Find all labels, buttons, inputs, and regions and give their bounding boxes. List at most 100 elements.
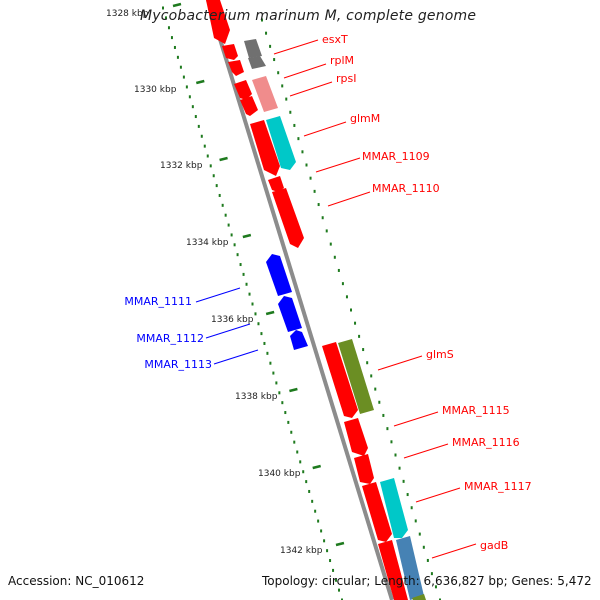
outer-dot bbox=[414, 519, 417, 523]
scale-dot bbox=[248, 292, 251, 296]
topology-text: Topology: circular; Length: 6,636,827 bp… bbox=[262, 574, 592, 588]
scale-dot bbox=[296, 450, 299, 454]
gene-arrow-top bbox=[206, 0, 230, 44]
scale-dot bbox=[242, 272, 245, 276]
scale-dot bbox=[329, 559, 332, 563]
outer-dot bbox=[317, 203, 320, 207]
scale-dot bbox=[317, 519, 320, 523]
gene-feature-gadB-steel bbox=[396, 536, 424, 600]
scale-dot bbox=[224, 213, 227, 217]
outer-dot bbox=[333, 255, 336, 259]
gene-feature-rplM-grey bbox=[248, 56, 266, 69]
gene-feature-rpsI-pink bbox=[252, 76, 278, 112]
tick-label: 1336 kbp bbox=[211, 315, 254, 325]
scale-tick bbox=[265, 310, 275, 316]
gene-arrow-glmS bbox=[322, 342, 358, 418]
scale-tick bbox=[219, 156, 228, 162]
outer-dotted-ring bbox=[261, 18, 441, 600]
scale-dot bbox=[308, 489, 311, 493]
outer-dot bbox=[265, 31, 268, 35]
outer-dot bbox=[398, 466, 401, 470]
scale-dot bbox=[281, 401, 284, 405]
scale-tick bbox=[312, 464, 321, 470]
gene-label-esxT: esxT bbox=[322, 33, 348, 46]
gene-arrow-rpsI-1 bbox=[234, 80, 252, 100]
gene-label-MMAR_1109: MMAR_1109 bbox=[362, 150, 430, 163]
gene-feature-esxT-grey bbox=[244, 39, 262, 58]
gene-arrow-MMAR_1113 bbox=[290, 330, 308, 350]
gene-arrow-MMAR_1110 bbox=[272, 188, 304, 248]
tick-label: 1330 kbp bbox=[134, 85, 177, 95]
scale-dot bbox=[251, 302, 254, 306]
gene-label-MMAR_1113: MMAR_1113 bbox=[144, 358, 212, 371]
scale-dot bbox=[170, 36, 173, 40]
leader-line-MMAR_1115 bbox=[393, 411, 439, 427]
inner-strand-features bbox=[206, 0, 408, 600]
outer-dot bbox=[410, 506, 413, 510]
scale-dot bbox=[272, 371, 275, 375]
leader-line-MMAR_1111 bbox=[195, 287, 241, 303]
scale-tick bbox=[172, 2, 182, 8]
tick-labels: 1328 kbp 1330 kbp 1332 kbp 1334 kbp 1336… bbox=[106, 9, 323, 556]
gene-arrow-MMAR_1116 bbox=[354, 454, 374, 484]
scale-dot bbox=[179, 65, 182, 69]
scale-dot bbox=[287, 420, 290, 424]
outer-dot bbox=[273, 58, 276, 62]
gene-labels: esxT rplM rpsI glmM MMAR_1109 MMAR_1110 … bbox=[124, 33, 532, 559]
outer-dot bbox=[277, 71, 280, 75]
outer-dot bbox=[362, 348, 365, 352]
scale-ticks bbox=[172, 2, 345, 547]
forward-strand-features bbox=[244, 39, 426, 600]
outer-dot bbox=[370, 374, 373, 378]
scale-dot bbox=[335, 578, 338, 582]
scale-dot bbox=[275, 381, 278, 385]
outer-dot bbox=[358, 334, 361, 338]
gene-arrow-gadB bbox=[378, 540, 408, 600]
tick-label: 1342 kbp bbox=[280, 546, 323, 556]
gene-label-MMAR_1111: MMAR_1111 bbox=[124, 295, 192, 308]
outer-dot bbox=[430, 572, 433, 576]
scale-dot bbox=[164, 16, 167, 20]
scale-dot bbox=[191, 105, 194, 109]
gene-feature-glmM-cyan bbox=[266, 116, 296, 170]
outer-dot bbox=[285, 97, 288, 101]
map-title: Mycobacterium marinum M, complete genome bbox=[140, 8, 477, 24]
scale-dot bbox=[239, 263, 242, 267]
tick-label: 1328 kbp bbox=[106, 9, 149, 19]
gene-label-MMAR_1116: MMAR_1116 bbox=[452, 436, 520, 449]
gene-label-MMAR_1112: MMAR_1112 bbox=[136, 332, 204, 345]
tick-label: 1340 kbp bbox=[258, 469, 301, 479]
outer-dot bbox=[325, 229, 328, 233]
scale-dot bbox=[212, 174, 215, 178]
gene-label-MMAR_1115: MMAR_1115 bbox=[442, 404, 510, 417]
scale-dot bbox=[167, 26, 170, 30]
scale-dot bbox=[260, 332, 263, 336]
gene-label-gadB: gadB bbox=[480, 539, 508, 552]
outer-dot bbox=[269, 44, 272, 48]
scale-dot bbox=[266, 351, 269, 355]
outer-dot bbox=[350, 308, 352, 312]
scale-dot bbox=[332, 568, 335, 572]
scale-ring bbox=[162, 6, 343, 600]
outer-dot bbox=[321, 216, 324, 220]
scale-dot bbox=[245, 282, 248, 286]
scale-dot bbox=[284, 411, 287, 415]
outer-dot bbox=[337, 268, 340, 272]
gene-arrow-rpsI-2 bbox=[240, 96, 258, 116]
outer-dot bbox=[341, 282, 344, 286]
outer-dot bbox=[406, 493, 409, 497]
leader-line-glmS bbox=[377, 355, 423, 371]
leader-line-gadB bbox=[431, 543, 477, 559]
scale-dot bbox=[263, 341, 266, 345]
gene-label-glmM: glmM bbox=[350, 112, 380, 125]
scale-dot bbox=[230, 233, 233, 237]
leader-line-MMAR_1116 bbox=[403, 443, 449, 459]
tick-label: 1338 kbp bbox=[235, 392, 278, 402]
outer-dot bbox=[390, 440, 393, 444]
scale-dot bbox=[302, 470, 305, 474]
scale-dot bbox=[221, 203, 224, 207]
outer-dot bbox=[402, 479, 405, 483]
scale-tick bbox=[289, 387, 298, 393]
scale-dot bbox=[257, 322, 260, 326]
gene-feature-glmS-olive bbox=[338, 339, 374, 414]
